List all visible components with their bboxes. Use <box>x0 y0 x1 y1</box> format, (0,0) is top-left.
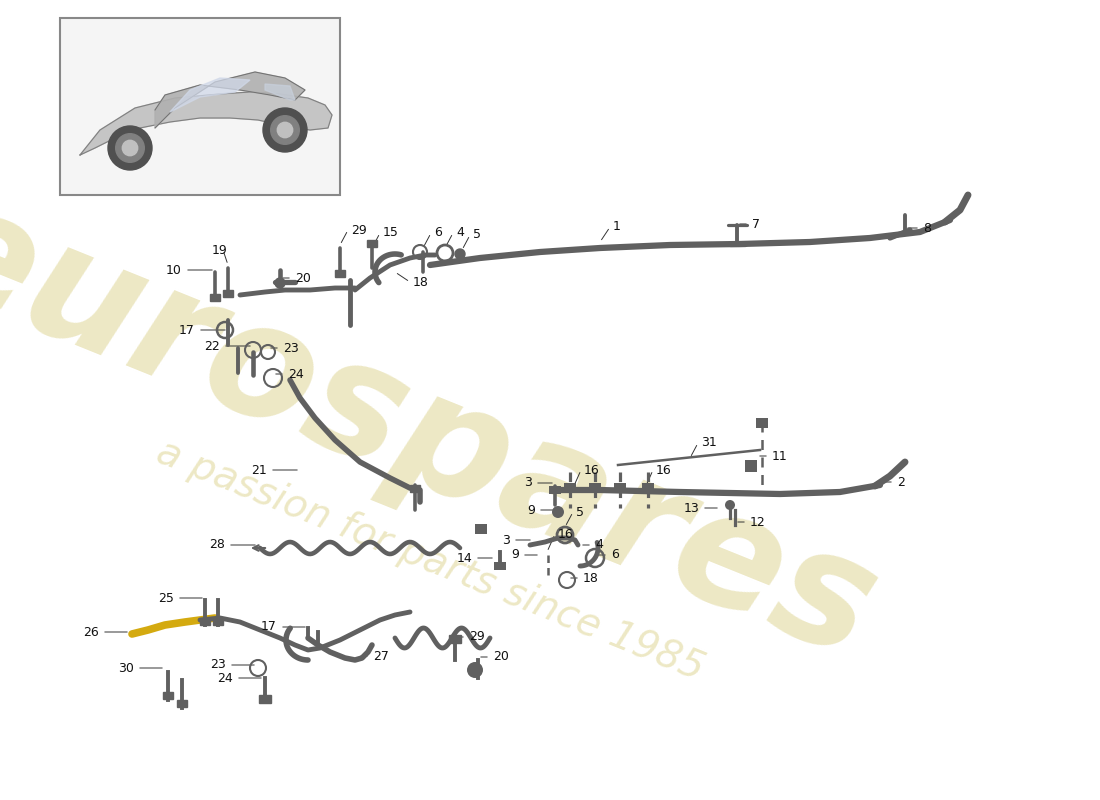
Bar <box>163 692 173 699</box>
Text: 11: 11 <box>772 450 788 462</box>
Bar <box>367 240 377 247</box>
Text: 16: 16 <box>656 463 672 477</box>
Circle shape <box>263 108 307 152</box>
Circle shape <box>455 249 465 259</box>
Text: 27: 27 <box>373 650 389 662</box>
Bar <box>449 635 461 643</box>
Text: 16: 16 <box>558 527 574 541</box>
Bar <box>756 418 768 428</box>
Text: 9: 9 <box>527 503 535 517</box>
Text: 31: 31 <box>701 437 717 450</box>
Bar <box>177 700 187 707</box>
Text: 9: 9 <box>512 549 519 562</box>
Text: 2: 2 <box>896 475 905 489</box>
Bar <box>213 618 223 625</box>
Text: 18: 18 <box>583 571 598 585</box>
Text: 12: 12 <box>750 515 766 529</box>
Circle shape <box>122 140 138 156</box>
Text: 16: 16 <box>584 463 600 477</box>
Bar <box>60 18 340 195</box>
Text: 13: 13 <box>683 502 698 514</box>
Polygon shape <box>265 84 295 100</box>
Text: 23: 23 <box>210 658 225 671</box>
Text: 14: 14 <box>456 551 472 565</box>
Text: 17: 17 <box>261 621 277 634</box>
Text: 20: 20 <box>295 271 311 285</box>
Bar <box>336 270 345 277</box>
Text: a passion for parts since 1985: a passion for parts since 1985 <box>151 433 710 687</box>
Text: 7: 7 <box>752 218 760 230</box>
Text: 18: 18 <box>412 275 429 289</box>
Text: 6: 6 <box>610 549 619 562</box>
Circle shape <box>468 662 483 678</box>
Bar <box>200 618 210 625</box>
Text: 17: 17 <box>179 323 195 337</box>
Text: 23: 23 <box>283 342 299 354</box>
Polygon shape <box>155 72 305 128</box>
Text: 25: 25 <box>158 591 174 605</box>
Bar <box>588 483 601 493</box>
Text: 24: 24 <box>288 367 304 381</box>
Bar <box>642 483 654 493</box>
Bar <box>564 483 576 493</box>
Text: 15: 15 <box>383 226 399 239</box>
Bar <box>410 485 420 492</box>
Text: 24: 24 <box>218 671 233 685</box>
Polygon shape <box>80 92 332 155</box>
Text: 30: 30 <box>118 662 134 674</box>
Polygon shape <box>170 78 250 112</box>
Bar <box>549 486 561 494</box>
Bar <box>494 562 506 570</box>
Text: eurospares: eurospares <box>0 169 898 691</box>
Text: 10: 10 <box>166 263 182 277</box>
Text: 3: 3 <box>502 534 510 546</box>
Text: 4: 4 <box>595 538 603 551</box>
Text: 21: 21 <box>251 463 267 477</box>
Text: 28: 28 <box>209 538 226 551</box>
Bar <box>475 524 487 534</box>
Text: 20: 20 <box>493 650 509 663</box>
Circle shape <box>725 500 735 510</box>
Text: 22: 22 <box>205 339 220 353</box>
Text: 19: 19 <box>212 243 228 257</box>
Circle shape <box>275 278 285 288</box>
Bar <box>745 460 757 472</box>
Text: 29: 29 <box>469 630 485 643</box>
Bar <box>223 290 233 297</box>
Circle shape <box>116 134 144 162</box>
Text: 4: 4 <box>456 226 464 239</box>
Text: 29: 29 <box>351 223 366 237</box>
Text: 3: 3 <box>524 477 532 490</box>
Text: 5: 5 <box>473 229 481 242</box>
Bar <box>614 483 626 493</box>
Text: 5: 5 <box>576 506 584 518</box>
Circle shape <box>108 126 152 170</box>
Text: 26: 26 <box>84 626 99 638</box>
Circle shape <box>552 506 564 518</box>
Bar <box>210 294 220 301</box>
Bar <box>258 695 271 703</box>
Text: 8: 8 <box>923 222 931 234</box>
Text: 6: 6 <box>434 226 442 239</box>
Text: 1: 1 <box>613 221 620 234</box>
Circle shape <box>277 122 293 138</box>
Circle shape <box>271 116 299 144</box>
